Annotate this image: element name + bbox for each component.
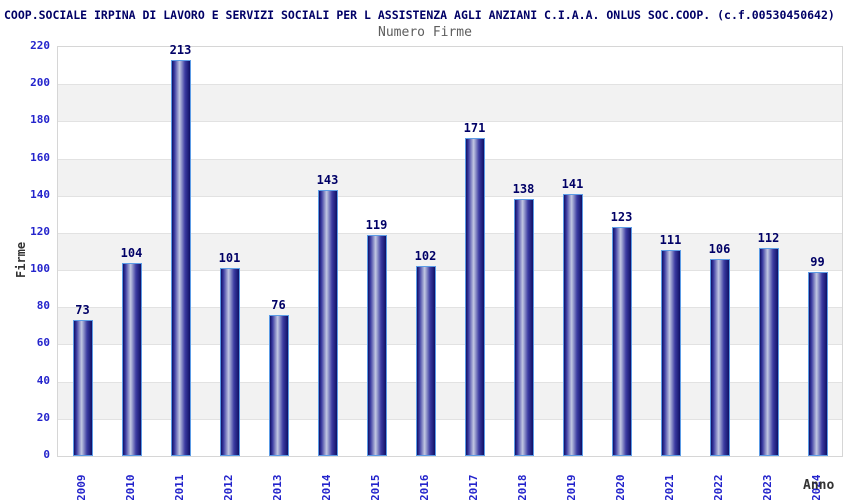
x-tick-label-2009: 2009: [74, 474, 88, 500]
y-tick-label: 40: [36, 373, 50, 387]
gridline: [58, 158, 842, 160]
x-axis-label: Anno: [803, 478, 835, 493]
gridline: [58, 307, 842, 309]
plot-area: 73 104 213 101 76 143 119 102 171 138 141 123 111 106…: [57, 43, 843, 457]
bar-value-label: 141: [561, 177, 584, 191]
bar-value-label: 99: [810, 255, 825, 269]
gridline: [58, 381, 842, 383]
gridline: [58, 84, 842, 86]
bar-2011: [170, 60, 191, 456]
gridline: [58, 121, 842, 123]
x-tick-label-2019: 2019: [564, 474, 578, 500]
bar-2017: [464, 138, 485, 456]
x-tick-label-2017: 2017: [466, 474, 480, 500]
bar-2019: [562, 194, 583, 456]
y-tick-label: 100: [30, 262, 50, 276]
x-tick-label-2020: 2020: [613, 474, 627, 500]
bar-value-label: 102: [414, 249, 437, 263]
x-tick-label-2015: 2015: [368, 474, 382, 500]
y-tick-label: 220: [30, 39, 50, 52]
x-tick-label-2018: 2018: [515, 474, 529, 500]
bar-2009: [72, 320, 93, 456]
gridline: [58, 195, 842, 197]
bar-2018: [513, 199, 534, 456]
bar-value-label: 76: [271, 298, 286, 312]
bar-2021: [660, 250, 681, 456]
gridline: [58, 232, 842, 234]
gridline: [58, 418, 842, 420]
bar-2024: [807, 272, 828, 456]
chart-subtitle: Numero Firme: [378, 25, 472, 40]
bar-value-label: 138: [512, 182, 535, 196]
y-tick-label: 160: [30, 150, 50, 164]
y-axis-label: Firme: [14, 241, 28, 278]
x-tick-label-2012: 2012: [221, 474, 235, 500]
bar-value-label: 106: [708, 242, 731, 256]
x-tick-label-2022: 2022: [711, 474, 725, 500]
bar-value-label: 213: [169, 43, 192, 57]
bar-2016: [415, 266, 436, 456]
bar-value-label: 73: [75, 303, 90, 317]
chart-title: COOP.SOCIALE IRPINA DI LAVORO E SERVIZI …: [4, 8, 835, 22]
x-tick-label-2010: 2010: [123, 474, 137, 500]
y-tick-label: 0: [43, 448, 50, 461]
bar-2013: [268, 315, 289, 456]
bar-value-label: 123: [610, 210, 633, 224]
x-tick-label-2016: 2016: [417, 474, 431, 500]
bar-2022: [709, 259, 730, 456]
y-tick-label: 80: [36, 299, 50, 313]
y-tick-label: 140: [30, 187, 50, 201]
bar-2023: [758, 248, 779, 456]
bar-value-label: 101: [218, 251, 241, 265]
gridline: [58, 270, 842, 272]
x-tick-label-2013: 2013: [270, 474, 284, 500]
y-tick-label: 200: [30, 76, 50, 90]
bar-2012: [219, 268, 240, 456]
x-tick-label-2023: 2023: [760, 474, 774, 500]
x-tick-label-2011: 2011: [172, 474, 186, 500]
bar-value-label: 112: [757, 231, 780, 245]
bar-2015: [366, 235, 387, 456]
bar-value-label: 171: [463, 121, 486, 135]
bar-2010: [121, 263, 142, 456]
bar-value-label: 119: [365, 218, 388, 232]
bar-2020: [611, 227, 632, 456]
x-tick-label-2014: 2014: [319, 474, 333, 500]
y-tick-label: 60: [36, 336, 50, 350]
y-tick-label: 120: [30, 224, 50, 238]
gridline: [58, 344, 842, 346]
x-tick-label-2021: 2021: [662, 474, 676, 500]
bar-value-label: 104: [120, 246, 143, 260]
y-tick-label: 20: [36, 410, 50, 424]
y-tick-label: 180: [30, 113, 50, 127]
bar-value-label: 111: [659, 233, 682, 247]
bar-value-label: 143: [316, 173, 339, 187]
bar-2014: [317, 190, 338, 456]
